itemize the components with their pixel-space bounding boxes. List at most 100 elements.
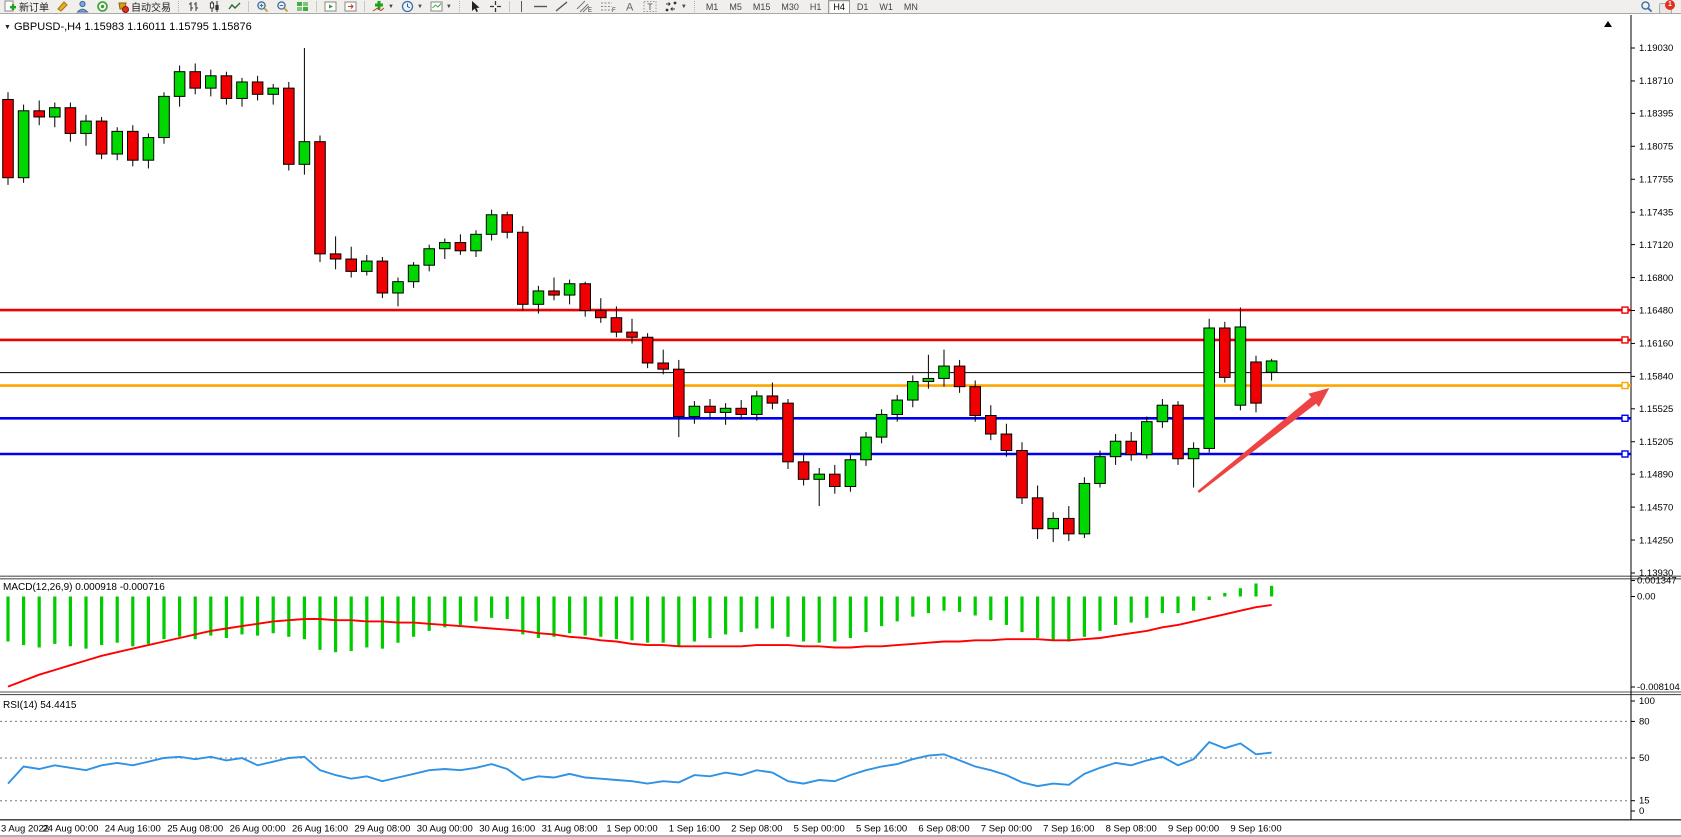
periods-button[interactable]: ▼ [399,0,425,13]
svg-text:-0.008104: -0.008104 [1637,682,1680,693]
arrows-icon [665,1,677,12]
rsi-value: 54.4415 [40,700,77,711]
svg-text:26 Aug 00:00: 26 Aug 00:00 [230,824,286,835]
main-toolbar: 新订单 自动交易 ▼ ▼ [0,0,1681,14]
chevron-down-icon: ▼ [388,3,394,10]
indicators-button[interactable]: ▼ [370,0,396,13]
svg-text:6 Sep 08:00: 6 Sep 08:00 [918,824,969,835]
timeframe-m5-button[interactable]: M5 [729,1,742,12]
chart-area[interactable]: 1.19030 1.18710 1.18395 1.18075 1.17755 1.174… [0,15,1681,837]
ohlc-bars-icon [189,2,198,11]
crosshair-icon [489,1,501,12]
crayon-icon [57,1,68,12]
text-button[interactable]: A [622,0,638,14]
arrows-button[interactable]: ▼ [662,0,689,13]
svg-text:1.14570: 1.14570 [1639,502,1673,513]
line-chart-button[interactable] [226,0,243,13]
svg-text:9 Sep 16:00: 9 Sep 16:00 [1230,824,1281,835]
auto-trading-button[interactable]: 自动交易 [114,0,173,14]
chart-shift-button[interactable] [322,0,339,13]
zoom-out-icon [277,1,289,13]
price-axis[interactable]: 1.19030 1.18710 1.18395 1.18075 1.17755 1.174… [1631,43,1680,817]
new-order-button[interactable]: 新订单 [2,0,51,14]
svg-text:0.001347: 0.001347 [1637,576,1677,587]
macd-values: 0.000918 -0.000716 [75,582,165,593]
notification-count-badge: 1 [1665,0,1675,10]
svg-text:24 Aug 16:00: 24 Aug 16:00 [105,824,161,835]
crayon-button[interactable] [54,0,71,13]
zoom-in-button[interactable] [254,0,271,13]
horizontal-price-lines[interactable] [0,308,1631,456]
candlesticks-button[interactable] [206,0,223,13]
scroll-end-marker-icon[interactable] [1604,21,1612,27]
svg-text:1.15205: 1.15205 [1639,437,1673,448]
timeframe-m15-button[interactable]: M15 [752,1,771,12]
auto-trading-label: 自动交易 [131,3,171,14]
svg-text:1.14890: 1.14890 [1639,469,1673,480]
timeframe-w1-button[interactable]: W1 [879,1,893,12]
timeframe-h4-button[interactable]: H4 [828,0,850,14]
fibonacci-icon: F [600,2,616,13]
toolbar-drag-handle [458,1,462,12]
svg-text:5 Sep 16:00: 5 Sep 16:00 [856,824,907,835]
trendline-button[interactable] [553,0,571,13]
tile-windows-button[interactable] [294,0,311,13]
auto-scroll-button[interactable] [342,0,359,13]
svg-text:1.17120: 1.17120 [1639,240,1673,251]
candlestick-series [2,48,1278,543]
timeframe-m30-button[interactable]: M30 [781,1,799,12]
svg-text:25 Aug 08:00: 25 Aug 08:00 [167,824,223,835]
text-label-button[interactable]: T [641,0,659,13]
price-line-handles[interactable] [1621,306,1629,458]
svg-text:0: 0 [1639,806,1644,817]
svg-text:T: T [647,2,653,12]
profile-icon [76,0,89,13]
svg-text:1 Sep 00:00: 1 Sep 00:00 [606,824,657,835]
svg-text:26 Aug 16:00: 26 Aug 16:00 [292,824,348,835]
signal-icon [97,1,108,12]
timeframe-d1-button[interactable]: D1 [856,1,869,12]
vertical-line-button[interactable] [515,0,528,13]
macd-name: MACD(12,26,9) [3,582,73,593]
timeframe-mn-button[interactable]: MN [903,1,918,12]
notifications-icon[interactable]: 1 [1659,0,1675,14]
timeframe-h1-button[interactable]: H1 [809,1,822,12]
svg-text:1.17755: 1.17755 [1639,174,1673,185]
svg-text:31 Aug 08:00: 31 Aug 08:00 [542,824,598,835]
svg-text:1.15525: 1.15525 [1639,404,1673,415]
templates-icon [430,1,443,12]
profile-button[interactable] [74,0,91,13]
toolbar-drag-handle [178,1,181,12]
fibonacci-button[interactable]: F [598,0,619,13]
svg-text:1 Sep 16:00: 1 Sep 16:00 [669,824,720,835]
svg-text:15: 15 [1639,796,1650,807]
search-icon[interactable] [1640,0,1653,13]
crosshair-button[interactable] [487,0,504,13]
cursor-button[interactable] [467,0,484,13]
svg-text:7 Sep 16:00: 7 Sep 16:00 [1043,824,1094,835]
collapse-arrow-icon: ▼ [4,24,11,31]
trend-arrow[interactable] [1197,388,1330,493]
svg-text:1.16160: 1.16160 [1639,339,1673,350]
svg-text:100: 100 [1639,696,1655,707]
svg-text:80: 80 [1639,716,1650,727]
templates-button[interactable]: ▼ [428,0,454,13]
line-chart-icon [228,2,241,10]
ohlc-bars-button[interactable] [186,0,203,13]
svg-text:1.16800: 1.16800 [1639,273,1673,284]
svg-text:A: A [626,2,634,14]
new-order-icon [4,0,16,12]
signal-button[interactable] [94,0,111,13]
svg-text:3 Aug 2022: 3 Aug 2022 [1,824,49,835]
text-icon: A [626,2,634,14]
svg-text:1.16480: 1.16480 [1639,306,1673,317]
equidistant-channel-button[interactable]: E [574,0,595,13]
chevron-down-icon: ▼ [416,3,423,10]
equidistant-channel-icon: E [576,0,592,13]
vertical-line-icon [520,1,522,12]
svg-text:1.13930: 1.13930 [1639,568,1673,579]
zoom-out-button[interactable] [274,0,291,13]
timeframe-m1-button[interactable]: M1 [705,1,719,12]
horizontal-line-button[interactable] [531,0,550,13]
